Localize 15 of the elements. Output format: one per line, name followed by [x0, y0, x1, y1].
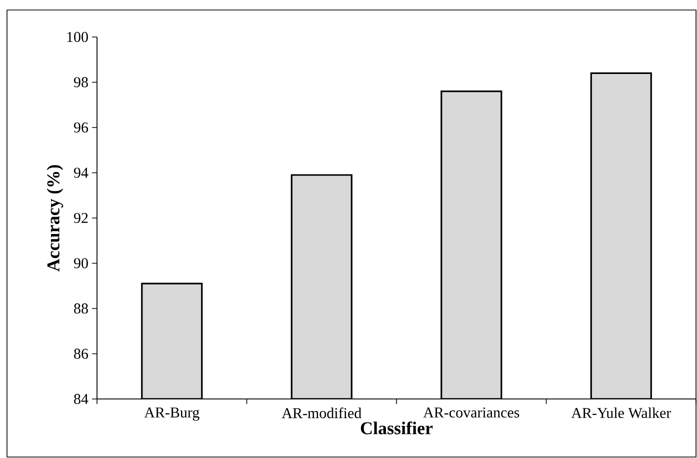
x-axis-title: Classifier — [360, 421, 433, 434]
y-tick-label: 86 — [74, 348, 88, 359]
x-tick-label: AR-Yule Walker — [571, 408, 672, 418]
y-axis-title: Accuracy (%) — [46, 165, 64, 272]
y-tick-label: 92 — [74, 212, 88, 224]
x-tick-label: AR-modified — [282, 408, 362, 418]
y-tick-label: 98 — [74, 77, 88, 88]
y-tick-label: 88 — [74, 303, 88, 314]
y-tick-label: 90 — [74, 258, 88, 268]
y-tick-label: 96 — [74, 122, 88, 133]
y-tick-label: 84 — [74, 394, 88, 404]
x-tick-label: AR-covariances — [423, 408, 520, 418]
x-tick-label: AR-Burg — [144, 408, 200, 421]
y-tick-label: 94 — [74, 168, 88, 178]
y-tick-label: 100 — [67, 32, 88, 42]
